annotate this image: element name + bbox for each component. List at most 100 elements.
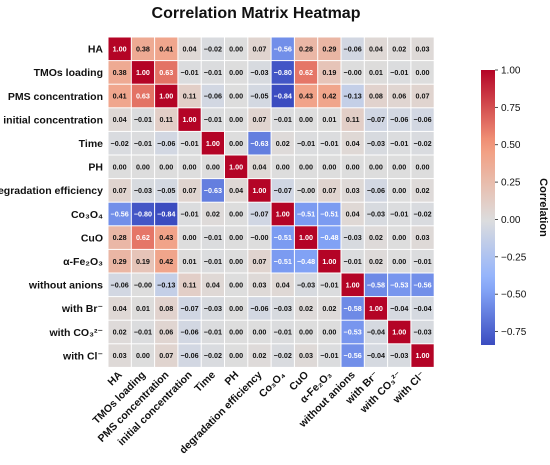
heatmap-cell: −0.00: [341, 61, 364, 84]
cell-rect: [108, 297, 131, 320]
heatmap-cell: 0.04: [248, 155, 271, 179]
heatmap-cell: −0.80: [131, 202, 155, 226]
cell-rect: [271, 202, 294, 226]
cell-rect: [225, 344, 248, 367]
heatmap-cell: 0.04: [271, 273, 294, 297]
cell-value: −0.56: [413, 280, 431, 289]
cell-value: −0.48: [297, 257, 315, 266]
heatmap-cell: −0.01: [178, 202, 201, 226]
cell-value: 1.00: [206, 139, 220, 148]
cell-rect: [108, 84, 131, 108]
heatmap-cell: 0.00: [248, 320, 271, 344]
cell-value: 0.00: [183, 162, 197, 171]
cell-rect: [271, 273, 294, 297]
cell-rect: [201, 37, 224, 61]
heatmap-cell: 0.00: [225, 226, 248, 249]
cell-value: −0.03: [367, 210, 385, 219]
cell-value: 0.04: [276, 280, 290, 289]
heatmap-cell: −0.01: [388, 131, 411, 155]
heatmap-cell: −0.51: [271, 249, 294, 273]
heatmap-cell: 1.00: [155, 84, 178, 108]
cell-value: −0.01: [134, 328, 152, 337]
cell-value: 1.00: [416, 351, 430, 360]
cell-rect: [271, 320, 294, 344]
heatmap-cell: 0.00: [364, 155, 388, 179]
heatmap-cell: −0.58: [341, 297, 364, 320]
cell-value: −0.01: [180, 68, 198, 77]
y-tick-label: PH: [88, 162, 103, 174]
heatmap-cell: −0.03: [364, 202, 388, 226]
heatmap-cell: −0.84: [155, 202, 178, 226]
heatmap-cell: 0.00: [178, 226, 201, 249]
cell-value: 1.00: [252, 186, 266, 195]
cell-rect: [271, 226, 294, 249]
x-tick-label: Co₃O₄: [257, 369, 288, 400]
cell-rect: [108, 249, 131, 273]
cell-rect: [201, 131, 224, 155]
cell-value: −0.03: [344, 233, 362, 242]
cell-value: −0.01: [180, 210, 198, 219]
heatmap-cell: −0.63: [201, 179, 224, 202]
cell-rect: [341, 61, 364, 84]
cell-value: −0.01: [204, 68, 222, 77]
heatmap-cell: 0.29: [318, 37, 341, 61]
heatmap-cell: 0.19: [318, 61, 341, 84]
cell-value: −0.51: [274, 233, 292, 242]
cell-value: 0.00: [416, 68, 430, 77]
cell-rect: [364, 297, 388, 320]
heatmap-cell: −0.03: [388, 344, 411, 367]
cell-rect: [225, 273, 248, 297]
cell-rect: [225, 320, 248, 344]
heatmap-cell: 1.00: [178, 108, 201, 131]
heatmap-cell: −0.06: [411, 108, 434, 131]
cell-rect: [248, 37, 271, 61]
cell-value: −0.03: [274, 304, 292, 313]
cell-value: 0.00: [206, 162, 220, 171]
cell-rect: [225, 297, 248, 320]
heatmap-cell: −0.63: [248, 131, 271, 155]
cell-rect: [225, 37, 248, 61]
cell-rect: [155, 61, 178, 84]
cell-value: −0.01: [204, 233, 222, 242]
cell-rect: [318, 273, 341, 297]
cell-value: 0.43: [159, 233, 173, 242]
heatmap-cell: 0.11: [178, 84, 201, 108]
cell-rect: [155, 320, 178, 344]
y-tick-label: HA: [88, 44, 104, 56]
heatmap-cell: 0.08: [155, 297, 178, 320]
cell-value: 0.43: [299, 92, 313, 101]
cell-rect: [131, 108, 155, 131]
cell-value: 0.00: [416, 162, 430, 171]
cell-rect: [108, 202, 131, 226]
cell-value: −0.00: [134, 280, 152, 289]
cell-rect: [248, 108, 271, 131]
cell-rect: [294, 108, 318, 131]
cell-value: −0.01: [344, 257, 362, 266]
cell-value: −0.06: [390, 115, 408, 124]
cell-rect: [108, 344, 131, 367]
heatmap-cell: −0.56: [341, 344, 364, 367]
cell-value: −0.04: [367, 328, 385, 337]
cell-rect: [201, 84, 224, 108]
heatmap-cell: −0.02: [201, 344, 224, 367]
cell-rect: [155, 297, 178, 320]
cell-value: −0.02: [413, 139, 431, 148]
heatmap-cell: −0.03: [201, 297, 224, 320]
cell-rect: [318, 226, 341, 249]
heatmap-cell: −0.04: [388, 297, 411, 320]
heatmap-cell: −0.01: [411, 249, 434, 273]
heatmap-cell: −0.03: [411, 320, 434, 344]
heatmap-cell: −0.06: [178, 344, 201, 367]
cell-rect: [155, 344, 178, 367]
heatmap-cell: 0.01: [318, 108, 341, 131]
cell-value: 0.00: [299, 162, 313, 171]
heatmap-cell: 0.04: [364, 37, 388, 61]
cell-value: 1.00: [369, 304, 383, 313]
cell-rect: [318, 37, 341, 61]
heatmap-cell: 0.02: [411, 179, 434, 202]
cell-value: −0.01: [390, 68, 408, 77]
heatmap-cell: −0.53: [388, 273, 411, 297]
heatmap-cell: −0.02: [411, 131, 434, 155]
cell-value: 0.03: [416, 233, 430, 242]
cell-rect: [294, 297, 318, 320]
